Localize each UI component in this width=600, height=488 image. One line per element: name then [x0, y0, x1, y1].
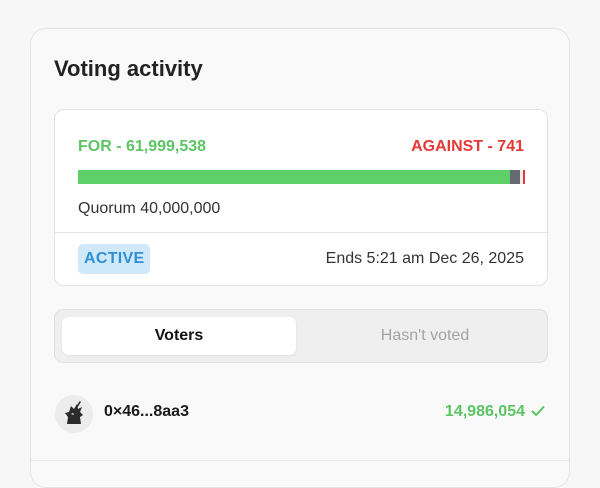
- divider: [55, 232, 547, 233]
- voter-voting-power: 14,986,054: [444, 403, 525, 420]
- against-votes-fill: [523, 170, 525, 184]
- quorum-marker: [510, 170, 520, 184]
- row-divider: [31, 460, 569, 461]
- check-icon: [531, 404, 545, 422]
- unicorn-avatar-icon: [55, 395, 93, 433]
- voter-row[interactable]: 0×46...8aa3 14,986,054: [31, 387, 569, 461]
- voter-power-group: 14,986,054: [445, 403, 545, 422]
- voters-tabs: Voters Hasn't voted: [54, 309, 548, 363]
- quorum-label: Quorum 40,000,000: [78, 200, 221, 217]
- vote-progress-bar: [78, 170, 525, 184]
- voter-address[interactable]: 0×46...8aa3: [104, 403, 189, 420]
- voting-activity-panel: Voting activity FOR - 61,999,538 AGAINST…: [30, 28, 570, 488]
- vote-tally-card: FOR - 61,999,538 AGAINST - 741 Quorum 40…: [54, 109, 548, 286]
- against-votes-label: AGAINST - 741: [411, 138, 524, 155]
- for-votes-fill: [78, 170, 513, 184]
- for-votes-label: FOR - 61,999,538: [78, 138, 207, 155]
- tab-hasnt-voted[interactable]: Hasn't voted: [380, 327, 470, 344]
- status-badge: ACTIVE: [78, 244, 151, 274]
- end-time-label: Ends 5:21 am Dec 26, 2025: [325, 250, 524, 267]
- tab-voters[interactable]: Voters: [62, 317, 296, 355]
- panel-title: Voting activity: [54, 56, 203, 81]
